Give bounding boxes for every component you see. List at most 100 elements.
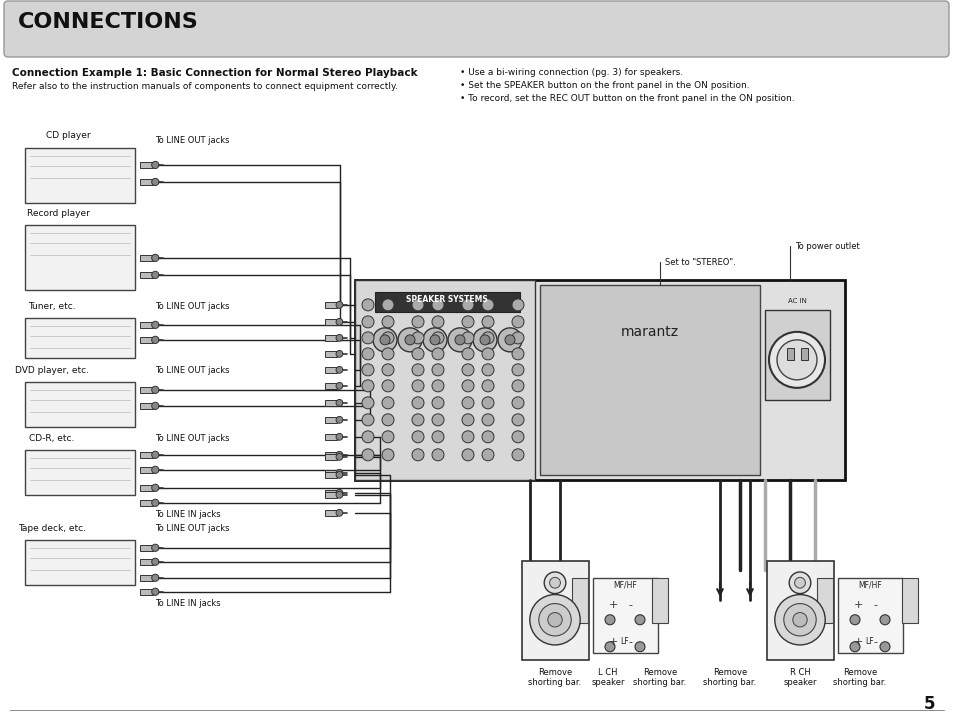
Text: 5: 5 xyxy=(923,695,934,713)
Bar xyxy=(521,561,588,660)
Circle shape xyxy=(481,414,494,426)
Bar xyxy=(140,589,152,595)
Circle shape xyxy=(381,431,394,443)
Circle shape xyxy=(512,380,523,392)
Text: To LINE OUT jacks: To LINE OUT jacks xyxy=(154,366,230,375)
Bar xyxy=(140,545,152,551)
Circle shape xyxy=(432,364,443,376)
Circle shape xyxy=(335,319,342,325)
Bar xyxy=(764,310,829,400)
Circle shape xyxy=(879,615,889,625)
Bar xyxy=(325,510,336,516)
Text: Remove
shorting bar.: Remove shorting bar. xyxy=(528,668,581,687)
Circle shape xyxy=(432,316,443,328)
Bar xyxy=(766,561,833,660)
Circle shape xyxy=(512,449,523,461)
Text: -: - xyxy=(627,637,631,647)
Text: Refer also to the instruction manuals of components to connect equipment correct: Refer also to the instruction manuals of… xyxy=(12,82,397,91)
Circle shape xyxy=(512,316,523,328)
Circle shape xyxy=(335,335,342,341)
Circle shape xyxy=(412,397,423,409)
Circle shape xyxy=(481,316,494,328)
Circle shape xyxy=(361,332,374,344)
Circle shape xyxy=(381,348,394,360)
Bar xyxy=(837,578,902,653)
Circle shape xyxy=(335,399,342,406)
Bar xyxy=(25,148,135,203)
Circle shape xyxy=(461,299,474,311)
Bar xyxy=(786,348,793,360)
Text: To LINE OUT jacks: To LINE OUT jacks xyxy=(154,434,230,443)
Circle shape xyxy=(361,414,374,426)
Text: +: + xyxy=(608,637,617,647)
Circle shape xyxy=(512,397,523,409)
Circle shape xyxy=(481,449,494,461)
Text: +: + xyxy=(852,600,862,610)
Bar xyxy=(325,351,336,357)
Bar xyxy=(140,387,152,393)
Text: • Use a bi-wiring connection (pg. 3) for speakers.: • Use a bi-wiring connection (pg. 3) for… xyxy=(459,68,682,77)
Bar xyxy=(539,285,760,475)
Circle shape xyxy=(335,452,342,458)
Text: Remove
shorting bar.: Remove shorting bar. xyxy=(633,668,686,687)
Bar xyxy=(325,400,336,406)
Text: To LINE OUT jacks: To LINE OUT jacks xyxy=(154,524,230,533)
FancyBboxPatch shape xyxy=(4,1,948,57)
Bar xyxy=(325,335,336,341)
Circle shape xyxy=(412,348,423,360)
Circle shape xyxy=(152,178,159,185)
Circle shape xyxy=(335,366,342,373)
Circle shape xyxy=(422,328,447,352)
Circle shape xyxy=(373,328,396,352)
Bar xyxy=(325,490,336,495)
Circle shape xyxy=(504,335,515,345)
Circle shape xyxy=(461,449,474,461)
Circle shape xyxy=(361,348,374,360)
Circle shape xyxy=(381,316,394,328)
Bar xyxy=(25,225,135,290)
Circle shape xyxy=(335,472,342,478)
Circle shape xyxy=(432,431,443,443)
Text: Set to "STEREO".: Set to "STEREO". xyxy=(664,258,735,267)
Circle shape xyxy=(152,466,159,473)
Text: R CH
speaker: R CH speaker xyxy=(782,668,816,687)
Circle shape xyxy=(481,364,494,376)
Text: Connection Example 1: Basic Connection for Normal Stereo Playback: Connection Example 1: Basic Connection f… xyxy=(12,68,417,78)
Circle shape xyxy=(412,449,423,461)
Text: To LINE IN jacks: To LINE IN jacks xyxy=(154,599,220,607)
Bar xyxy=(140,485,152,491)
Circle shape xyxy=(335,470,342,476)
Circle shape xyxy=(335,491,342,498)
Text: • Set the SPEAKER button on the front panel in the ON position.: • Set the SPEAKER button on the front pa… xyxy=(459,81,749,90)
Bar xyxy=(325,452,336,458)
Circle shape xyxy=(381,299,394,311)
Circle shape xyxy=(335,302,342,308)
Bar xyxy=(325,454,336,460)
Circle shape xyxy=(430,335,439,345)
Circle shape xyxy=(361,431,374,443)
Circle shape xyxy=(512,332,523,344)
Circle shape xyxy=(529,595,579,645)
Circle shape xyxy=(361,397,374,409)
Circle shape xyxy=(849,642,859,652)
Circle shape xyxy=(547,612,561,627)
Circle shape xyxy=(152,162,159,169)
Bar xyxy=(651,578,667,623)
Circle shape xyxy=(512,348,523,360)
Bar xyxy=(325,417,336,423)
Circle shape xyxy=(543,572,565,594)
Circle shape xyxy=(461,364,474,376)
Circle shape xyxy=(335,416,342,423)
Text: To LINE OUT jacks: To LINE OUT jacks xyxy=(154,136,230,145)
Circle shape xyxy=(432,299,443,311)
Text: MF/HF: MF/HF xyxy=(613,581,637,589)
Bar xyxy=(325,302,336,308)
Bar xyxy=(816,578,832,623)
Circle shape xyxy=(335,434,342,440)
Text: Remove
shorting bar.: Remove shorting bar. xyxy=(833,668,885,687)
Circle shape xyxy=(152,588,159,595)
Circle shape xyxy=(604,615,615,625)
Circle shape xyxy=(361,380,374,392)
Bar xyxy=(325,383,336,389)
Circle shape xyxy=(461,348,474,360)
